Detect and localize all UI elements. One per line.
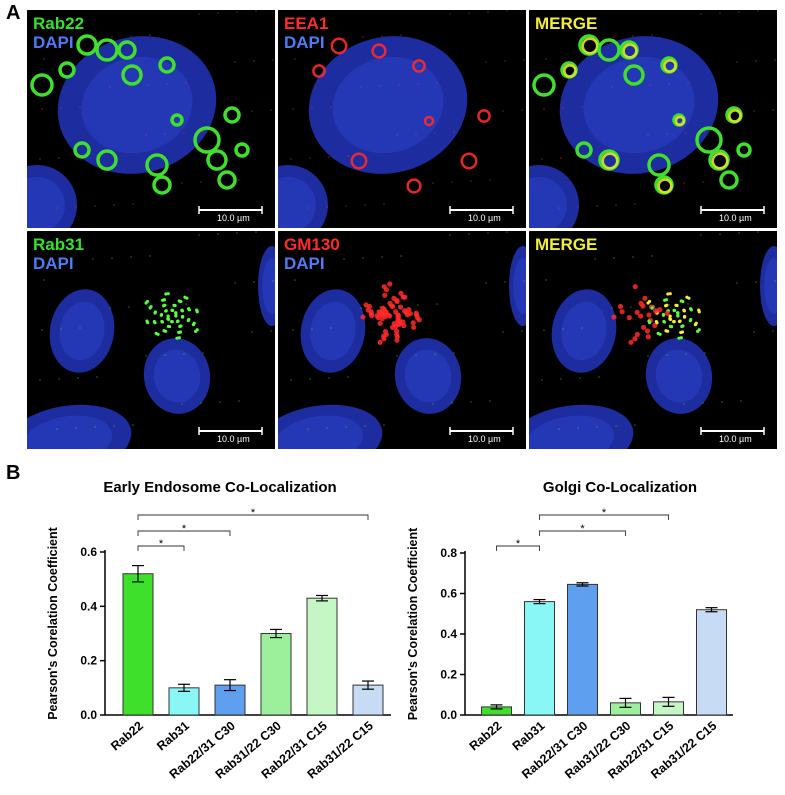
channel-label: EEA1 <box>284 14 329 33</box>
micrograph-rab31: Rab31 DAPI 10.0 µm <box>27 231 275 449</box>
micrograph-gm130: GM130 DAPI 10.0 µm <box>278 231 526 449</box>
golgi-chart: Golgi Co-Localization Pearson's Corelatio… <box>406 479 733 782</box>
y-axis-label: Pearson's Corelation Coefficient <box>46 526 60 719</box>
scale-bar-label: 10.0 µm <box>468 213 501 223</box>
micrograph-merge1: MERGE 10.0 µm <box>529 10 777 228</box>
chart-title: Golgi Co-Localization <box>543 479 697 496</box>
significance-label: * <box>251 507 256 519</box>
y-tick-label: 0.2 <box>80 654 97 668</box>
significance-label: * <box>182 523 187 535</box>
significance-label: * <box>516 538 521 550</box>
channel-label: DAPI <box>284 254 325 273</box>
x-tick-label: Rab22 <box>108 719 146 754</box>
channel-label: Rab22 <box>33 14 85 33</box>
bar <box>122 573 154 716</box>
x-tick-label: Rab22 <box>467 719 505 754</box>
bar <box>168 687 200 716</box>
significance-bracket <box>137 545 185 551</box>
significance-bracket <box>539 514 669 520</box>
significance-label: * <box>602 507 607 519</box>
y-tick-label: 0.8 <box>440 546 457 560</box>
channel-label: DAPI <box>284 33 325 52</box>
significance-bracket <box>137 530 231 536</box>
bar <box>352 684 384 716</box>
bar <box>524 601 555 716</box>
bar <box>306 597 338 716</box>
y-tick-label: 0.0 <box>440 708 457 722</box>
x-tick-label: Rab31 <box>510 719 548 754</box>
significance-label: * <box>159 538 164 550</box>
chart-title: Early Endosome Co-Localization <box>103 479 336 496</box>
bar <box>260 633 292 716</box>
micrograph-merge2: MERGE 10.0 µm <box>529 231 777 449</box>
y-tick-label: 0.6 <box>80 545 97 559</box>
channel-label: GM130 <box>284 235 340 254</box>
y-tick-label: 0.0 <box>80 708 97 722</box>
micrograph-eea1: EEA1 DAPI 10.0 µm <box>278 10 526 228</box>
micrograph-rab22: Rab22 DAPI 10.0 µm <box>27 10 275 228</box>
scale-bar-label: 10.0 µm <box>468 434 501 444</box>
significance-label: * <box>580 523 585 535</box>
x-tick-label: Rab31 <box>154 719 192 754</box>
channel-label: Rab31 <box>33 235 85 254</box>
significance-bracket <box>496 545 540 551</box>
y-tick-label: 0.6 <box>440 587 457 601</box>
channel-label: DAPI <box>33 254 74 273</box>
panel-label-a: A <box>6 2 21 24</box>
early-endosome-chart: Early Endosome Co-Localization Pearson's … <box>46 479 391 782</box>
panel-label-b: B <box>6 462 21 484</box>
scale-bar-label: 10.0 µm <box>719 434 752 444</box>
y-tick-label: 0.4 <box>80 599 97 613</box>
channel-label: MERGE <box>535 14 598 33</box>
scale-bar-label: 10.0 µm <box>217 434 250 444</box>
y-tick-label: 0.2 <box>440 668 457 682</box>
bar <box>696 609 727 716</box>
y-tick-label: 0.4 <box>440 627 457 641</box>
significance-bracket <box>539 530 626 536</box>
significance-bracket <box>137 514 369 520</box>
micrograph-grid: Rab22 DAPI 10.0 µm EEA1 DAPI 10.0 µm MERGE 10.0… <box>27 10 777 450</box>
channel-label: MERGE <box>535 235 598 254</box>
y-axis-label: Pearson's Corelation Coefficient <box>406 527 420 720</box>
scale-bar-label: 10.0 µm <box>719 213 752 223</box>
bar <box>567 583 598 716</box>
channel-label: DAPI <box>33 33 74 52</box>
scale-bar-label: 10.0 µm <box>217 213 250 223</box>
